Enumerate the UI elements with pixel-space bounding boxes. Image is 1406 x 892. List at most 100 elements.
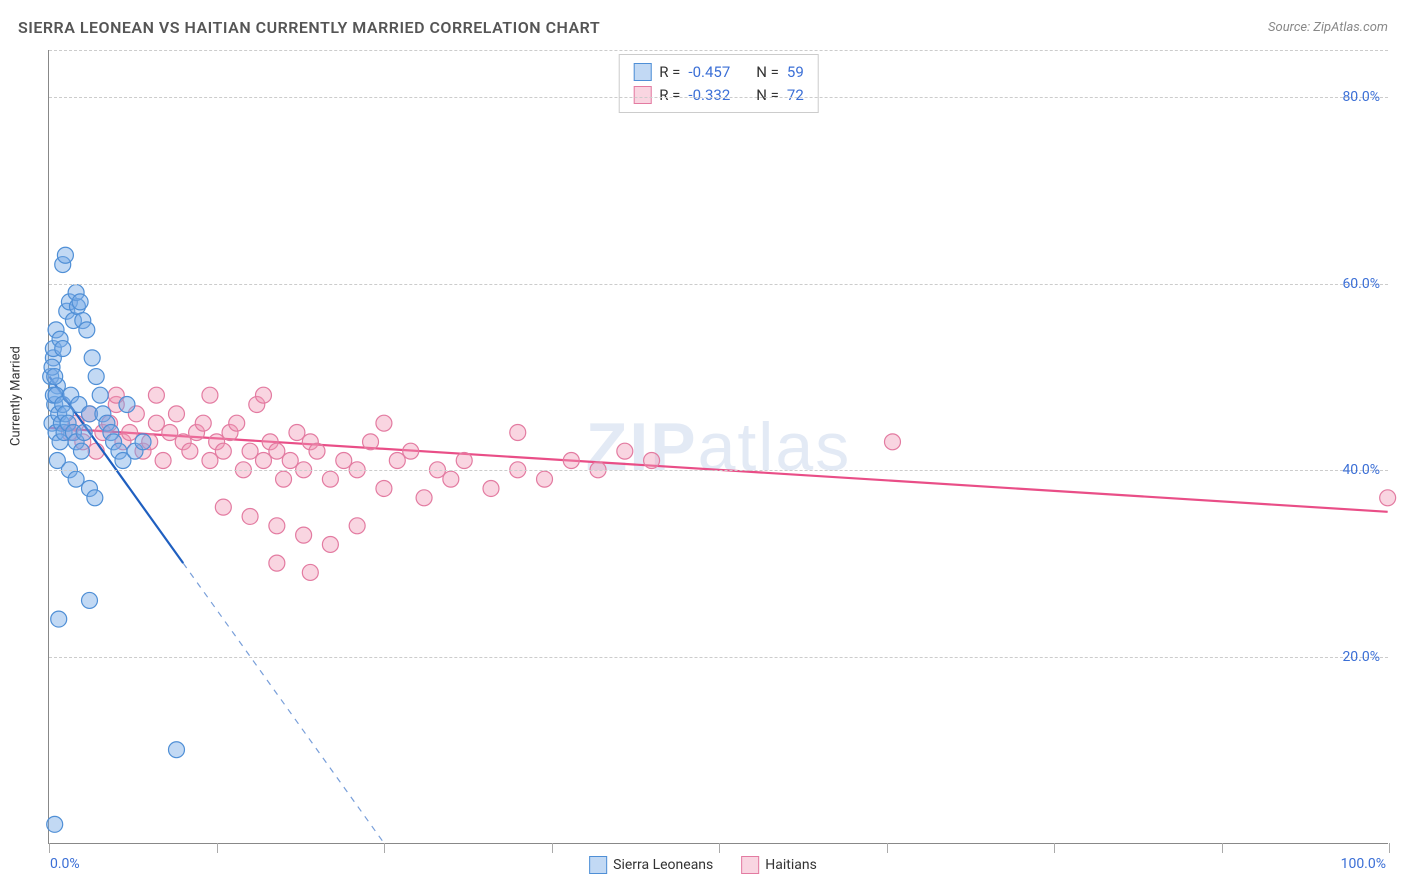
data-point (47, 816, 63, 832)
data-point (84, 350, 100, 366)
data-point (416, 490, 432, 506)
r-label: R = (659, 84, 680, 107)
gridline (49, 470, 1388, 471)
data-point (510, 425, 526, 441)
data-point (82, 592, 98, 608)
n-label: N = (756, 84, 779, 107)
data-point (537, 471, 553, 487)
data-point (289, 425, 305, 441)
data-point (72, 294, 88, 310)
x-tick (1389, 843, 1390, 853)
data-point (269, 518, 285, 534)
data-point (309, 443, 325, 459)
data-point (168, 742, 184, 758)
r-label: R = (659, 61, 680, 84)
legend-swatch (741, 856, 759, 874)
data-point (376, 415, 392, 431)
legend: Sierra Leoneans Haitians (589, 856, 817, 874)
data-point (202, 387, 218, 403)
data-point (92, 387, 108, 403)
data-point (195, 415, 211, 431)
data-point (148, 387, 164, 403)
data-point (155, 453, 171, 469)
gridline (49, 97, 1388, 98)
data-point (215, 499, 231, 515)
data-point (296, 527, 312, 543)
data-point (322, 471, 338, 487)
data-point (202, 453, 218, 469)
legend-item: Haitians (741, 856, 817, 874)
legend-item: Sierra Leoneans (589, 856, 713, 874)
r-value: -0.457 (688, 61, 730, 84)
data-point (162, 425, 178, 441)
legend-swatch (633, 63, 651, 81)
data-point (322, 536, 338, 552)
x-tick (1222, 843, 1223, 853)
y-tick-label: 20.0% (1342, 649, 1380, 665)
data-point (47, 369, 63, 385)
data-point (276, 471, 292, 487)
data-point (617, 443, 633, 459)
legend-swatch (589, 856, 607, 874)
data-point (443, 471, 459, 487)
data-point (57, 247, 73, 263)
legend-swatch (633, 86, 651, 104)
gridline (49, 657, 1388, 658)
chart-svg (49, 50, 1388, 843)
data-point (168, 406, 184, 422)
data-point (119, 397, 135, 413)
legend-label: Haitians (765, 857, 817, 873)
data-point (336, 453, 352, 469)
data-point (269, 443, 285, 459)
x-tick (49, 843, 50, 853)
data-point (644, 453, 660, 469)
data-point (87, 490, 103, 506)
y-tick-label: 60.0% (1342, 276, 1380, 292)
data-point (302, 564, 318, 580)
data-point (349, 518, 365, 534)
x-axis-max-label: 100.0% (1341, 856, 1386, 872)
x-tick (887, 843, 888, 853)
y-tick-label: 80.0% (1342, 89, 1380, 105)
stats-row: R = -0.332 N = 72 (633, 84, 804, 107)
data-point (483, 480, 499, 496)
data-point (269, 555, 285, 571)
data-point (229, 415, 245, 431)
data-point (1380, 490, 1396, 506)
data-point (76, 425, 92, 441)
trend-line-dashed (183, 563, 384, 843)
gridline (49, 284, 1388, 285)
data-point (55, 341, 71, 357)
data-point (282, 453, 298, 469)
source-label: Source: ZipAtlas.com (1268, 20, 1388, 35)
chart-title: SIERRA LEONEAN VS HAITIAN CURRENTLY MARR… (18, 18, 600, 37)
n-value: 59 (787, 61, 804, 84)
data-point (79, 322, 95, 338)
data-point (563, 453, 579, 469)
data-point (122, 425, 138, 441)
x-axis-min-label: 0.0% (50, 856, 80, 872)
data-point (88, 369, 104, 385)
data-point (68, 471, 84, 487)
legend-label: Sierra Leoneans (613, 857, 713, 873)
data-point (135, 434, 151, 450)
y-tick-label: 40.0% (1342, 462, 1380, 478)
data-point (255, 453, 271, 469)
gridline (49, 50, 1388, 51)
n-value: 72 (787, 84, 804, 107)
data-point (242, 508, 258, 524)
plot-area: ZIPatlas R =-0.457N =59R =-0.332N =72 20… (48, 50, 1388, 844)
data-point (182, 443, 198, 459)
stats-row: R =-0.457N =59 (633, 61, 804, 84)
data-point (403, 443, 419, 459)
data-point (363, 434, 379, 450)
x-tick (217, 843, 218, 853)
data-point (884, 434, 900, 450)
y-axis-label: Currently Married (9, 346, 24, 446)
x-tick (1054, 843, 1055, 853)
data-point (73, 443, 89, 459)
r-value: -0.332 (688, 84, 730, 107)
data-point (389, 453, 405, 469)
data-point (215, 443, 231, 459)
data-point (242, 443, 258, 459)
